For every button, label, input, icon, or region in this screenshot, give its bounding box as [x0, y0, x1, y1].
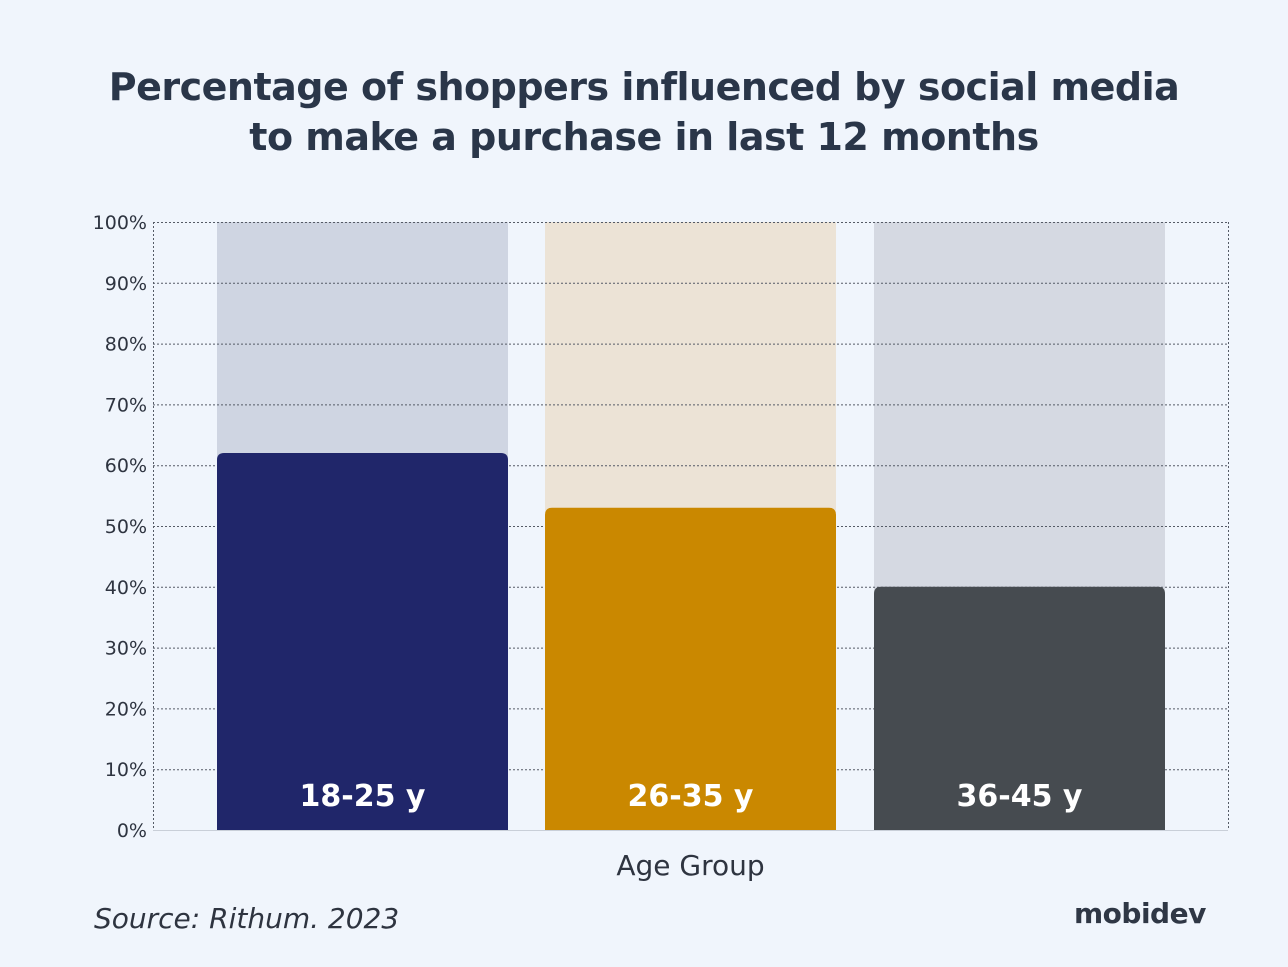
y-tick-label: 40% [105, 577, 147, 599]
y-tick-label: 100% [93, 212, 147, 234]
chart-title: Percentage of shoppers influenced by soc… [0, 62, 1288, 162]
bar-2 [545, 507, 836, 830]
y-tick-label: 80% [105, 334, 147, 356]
x-axis-label: Age Group [616, 849, 764, 882]
y-tick-label: 90% [105, 273, 147, 295]
chart-title-line-2: to make a purchase in last 12 months [249, 115, 1039, 159]
chart-title-line-1: Percentage of shoppers influenced by soc… [108, 65, 1180, 109]
bar-label-2: 26-35 y [628, 779, 754, 814]
bar-label-1: 18-25 y [300, 779, 426, 814]
bar-1 [217, 453, 508, 830]
y-tick-label: 50% [105, 516, 147, 538]
y-tick-label: 20% [105, 698, 147, 720]
bar-label-3: 36-45 y [957, 779, 1083, 814]
y-tick-label: 60% [105, 455, 147, 477]
y-tick-label: 30% [105, 638, 147, 660]
y-tick-label: 0% [117, 820, 147, 842]
y-tick-label: 70% [105, 394, 147, 416]
mobidev-logo: mobidev [1074, 897, 1206, 930]
bar-3 [874, 586, 1165, 830]
source-note: Source: Rithum. 2023 [94, 902, 400, 935]
y-tick-label: 10% [105, 759, 147, 781]
